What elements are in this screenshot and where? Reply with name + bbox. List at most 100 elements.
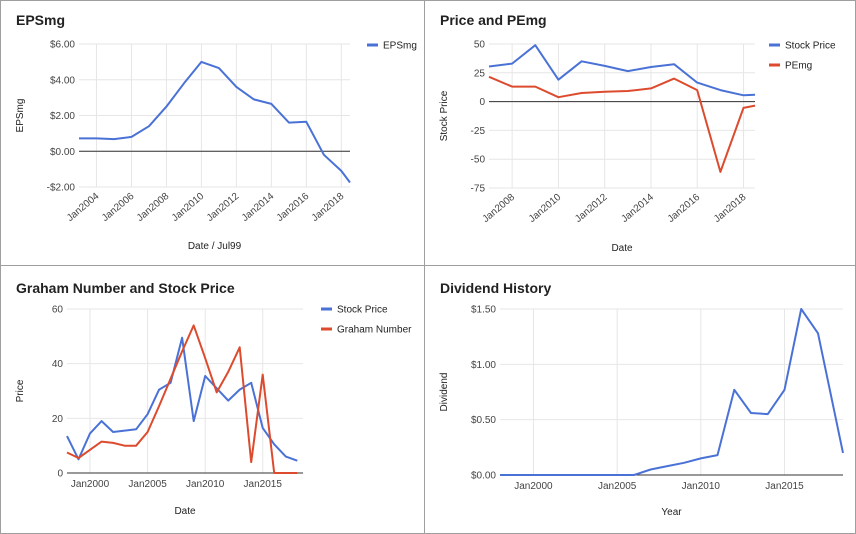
x-tick-label: Jan2012 (205, 191, 242, 224)
data-point (112, 137, 117, 142)
data-point (672, 62, 677, 67)
data-point (695, 80, 700, 85)
data-point (321, 152, 326, 157)
data-point (234, 84, 239, 89)
data-point (348, 180, 353, 185)
data-point (191, 323, 196, 328)
x-tick-label: Jan2010 (527, 192, 564, 225)
data-point (749, 411, 754, 416)
x-axis-label: Date (611, 243, 633, 254)
chart-panel-epsmg: EPSmg -$2.00 $0.00 $2.00 $4.00 $6.00 Jan2004 Ja… (0, 0, 425, 266)
data-point (648, 65, 653, 70)
y-tick-label: -75 (471, 184, 486, 195)
x-tick-label: Jan2010 (186, 479, 225, 490)
data-point (339, 168, 344, 173)
x-tick-label: Jan2010 (682, 481, 721, 492)
data-point (487, 74, 492, 79)
data-point (615, 473, 620, 478)
series-line-stock-price (66, 336, 298, 462)
x-axis-label: Date / Jul99 (188, 241, 242, 252)
x-tick-label: Jan2004 (65, 191, 102, 224)
data-point (283, 454, 288, 459)
x-tick-label: Jan2015 (765, 481, 804, 492)
y-tick-label: 0 (479, 97, 485, 108)
legend-label: EPSmg (383, 41, 417, 52)
y-tick-label: $6.00 (50, 40, 75, 51)
data-point (579, 90, 584, 95)
x-tick-label: Jan2012 (573, 192, 610, 225)
data-point (598, 473, 603, 478)
y-axis-label: EPSmg (15, 99, 26, 133)
legend-label: Stock Price (785, 41, 836, 52)
data-point (77, 136, 82, 141)
data-point (581, 473, 586, 478)
data-point (753, 103, 758, 108)
x-tick-label: Jan2010 (170, 191, 207, 224)
data-point (741, 105, 746, 110)
data-point (665, 464, 670, 469)
data-point (625, 89, 630, 94)
x-tick-label: Jan2018 (310, 191, 347, 224)
data-point (260, 372, 265, 377)
data-point (237, 387, 242, 392)
data-point (88, 431, 93, 436)
data-point (286, 120, 291, 125)
x-tick-label: Jan2018 (712, 192, 749, 225)
chart-title: Dividend History (440, 280, 551, 296)
data-point (111, 430, 116, 435)
data-point (129, 134, 134, 139)
y-tick-label: -50 (471, 155, 486, 166)
data-point (498, 473, 503, 478)
chart-panel-price-pemg: Price and PEmg -75 -50 -25 0 25 50 Jan2008 Jan20… (424, 0, 856, 266)
data-point (579, 59, 584, 64)
y-tick-label: 20 (52, 414, 64, 425)
data-point (631, 473, 636, 478)
data-point (799, 307, 804, 312)
data-point (157, 387, 162, 392)
data-point (672, 76, 677, 81)
x-axis-label: Year (661, 507, 682, 518)
data-point (753, 92, 758, 97)
x-tick-label: Jan2008 (481, 192, 518, 225)
x-tick-label: Jan2005 (128, 479, 167, 490)
data-point (269, 101, 274, 106)
y-tick-label: 25 (474, 68, 486, 79)
data-point (76, 455, 81, 460)
data-point (295, 471, 300, 476)
y-tick-label: 40 (52, 359, 64, 370)
data-point (718, 169, 723, 174)
data-point (145, 430, 150, 435)
data-point (88, 447, 93, 452)
data-point (272, 471, 277, 476)
series-line-dividend (500, 308, 844, 476)
data-point (548, 473, 553, 478)
graham-number-chart: Graham Number and Stock Price 0 20 40 60 Jan2… (15, 280, 412, 517)
data-point (203, 356, 208, 361)
data-point (295, 458, 300, 463)
y-tick-label: $0.00 (50, 147, 75, 158)
legend-label: PEmg (785, 61, 812, 72)
data-point (698, 456, 703, 461)
dividend-history-chart: Dividend History $0.00 $0.50 $1.00 $1.50 Jan2… (439, 280, 844, 518)
y-tick-label: 50 (474, 40, 486, 51)
data-point (272, 442, 277, 447)
y-tick-label: -25 (471, 126, 486, 137)
y-tick-label: 0 (57, 469, 63, 480)
data-point (533, 43, 538, 48)
y-tick-label: $0.50 (471, 415, 496, 426)
data-point (134, 427, 139, 432)
data-point (648, 86, 653, 91)
data-point (180, 349, 185, 354)
chart-panel-graham: Graham Number and Stock Price 0 20 40 60 Jan2… (0, 265, 425, 534)
data-point (65, 434, 70, 439)
price-pemg-chart: Price and PEmg -75 -50 -25 0 25 50 Jan2008 Jan20… (439, 12, 836, 254)
series-line-pemg (488, 75, 756, 173)
x-tick-label: Jan2016 (275, 191, 312, 224)
data-point (226, 398, 231, 403)
x-tick-label: Jan2008 (135, 191, 172, 224)
data-point (146, 124, 151, 129)
y-axis-label: Price (15, 379, 26, 402)
data-point (168, 376, 173, 381)
data-point (531, 473, 536, 478)
